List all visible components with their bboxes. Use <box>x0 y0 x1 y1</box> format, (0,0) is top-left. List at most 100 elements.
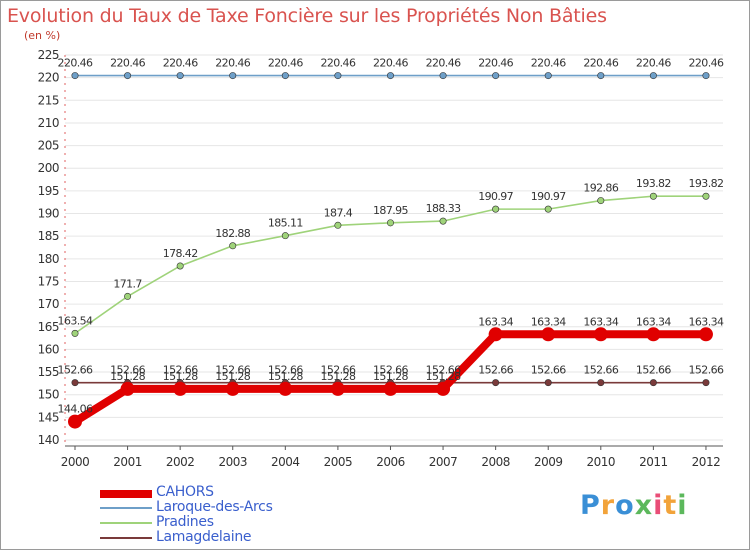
data-label-pradines-2012: 193.82 <box>689 177 724 190</box>
x-tick-label-2004: 2004 <box>271 455 300 469</box>
point-lamagdelaine-2008 <box>492 379 500 387</box>
y-tick-label-145: 145 <box>38 410 59 424</box>
data-label-cahors-2000: 144.06 <box>58 403 93 416</box>
x-tick-label-2009: 2009 <box>534 455 563 469</box>
data-label-lamagdelaine-2005: 152.66 <box>320 364 355 377</box>
data-label-pradines-2000: 163.54 <box>58 314 93 327</box>
data-label-laroque-des-arcs-2010: 220.46 <box>583 57 618 70</box>
point-laroque-des-arcs-2007 <box>439 72 447 80</box>
x-tick-label-2011: 2011 <box>639 455 668 469</box>
point-pradines-2000 <box>71 329 79 337</box>
data-label-lamagdelaine-2007: 152.66 <box>426 364 461 377</box>
legend-label-pradines: Pradines <box>156 514 214 530</box>
y-tick-label-220: 220 <box>38 71 59 85</box>
data-label-lamagdelaine-2003: 152.66 <box>215 364 250 377</box>
point-cahors-2000 <box>68 414 82 429</box>
legend-swatch-lamagdelaine <box>100 537 152 539</box>
point-laroque-des-arcs-2002 <box>176 72 184 80</box>
data-label-lamagdelaine-2004: 152.66 <box>268 364 303 377</box>
data-label-pradines-2001: 171.7 <box>113 277 142 290</box>
logo-letter: r <box>600 490 616 521</box>
point-cahors-2006 <box>383 381 398 396</box>
data-label-cahors-2003: 151.28 <box>215 370 250 383</box>
y-axis-unit: (en %) <box>24 29 61 42</box>
x-tick-label-2002: 2002 <box>166 455 195 469</box>
point-laroque-des-arcs-2008 <box>492 72 500 80</box>
data-label-cahors-2008: 163.34 <box>478 315 513 328</box>
point-cahors-2009 <box>541 327 556 342</box>
data-label-pradines-2004: 185.11 <box>268 217 303 230</box>
logo-letter: i <box>653 490 664 521</box>
point-pradines-2004 <box>281 232 289 240</box>
point-laroque-des-arcs-2010 <box>597 72 605 80</box>
y-tick-label-215: 215 <box>38 93 59 107</box>
point-cahors-2004 <box>278 381 293 396</box>
point-cahors-2001 <box>120 381 135 396</box>
logo-letter: t <box>663 490 678 521</box>
point-lamagdelaine-2000 <box>71 379 79 387</box>
data-label-laroque-des-arcs-2005: 220.46 <box>320 57 355 70</box>
data-label-pradines-2009: 190.97 <box>531 190 566 203</box>
data-label-laroque-des-arcs-2007: 220.46 <box>426 57 461 70</box>
data-label-lamagdelaine-2008: 152.66 <box>478 364 513 377</box>
point-cahors-2003 <box>225 381 240 396</box>
data-label-cahors-2001: 151.28 <box>110 370 145 383</box>
x-tick-label-2005: 2005 <box>324 455 353 469</box>
data-label-laroque-des-arcs-2002: 220.46 <box>163 57 198 70</box>
data-label-pradines-2007: 188.33 <box>426 202 461 215</box>
data-label-cahors-2010: 163.34 <box>583 315 618 328</box>
point-laroque-des-arcs-2009 <box>544 72 552 80</box>
x-tick-label-2006: 2006 <box>376 455 405 469</box>
point-pradines-2002 <box>176 262 184 270</box>
point-laroque-des-arcs-2004 <box>281 72 289 80</box>
point-pradines-2007 <box>439 217 447 225</box>
data-label-laroque-des-arcs-2009: 220.46 <box>531 57 566 70</box>
point-pradines-2001 <box>124 292 132 300</box>
x-tick-label-2001: 2001 <box>113 455 142 469</box>
data-label-laroque-des-arcs-2001: 220.46 <box>110 57 145 70</box>
data-label-pradines-2005: 187.4 <box>324 206 353 219</box>
data-label-pradines-2006: 187.95 <box>373 204 408 217</box>
y-tick-label-195: 195 <box>38 184 59 198</box>
point-lamagdelaine-2010 <box>597 379 605 387</box>
data-label-lamagdelaine-2001: 152.66 <box>110 364 145 377</box>
point-laroque-des-arcs-2006 <box>386 72 394 80</box>
y-tick-label-185: 185 <box>38 229 59 243</box>
data-label-pradines-2008: 190.97 <box>478 190 513 203</box>
data-label-lamagdelaine-2010: 152.66 <box>583 364 618 377</box>
data-label-cahors-2005: 151.28 <box>320 370 355 383</box>
data-label-pradines-2011: 193.82 <box>636 177 671 190</box>
y-tick-label-175: 175 <box>38 274 59 288</box>
point-laroque-des-arcs-2001 <box>124 72 132 80</box>
data-label-cahors-2011: 163.34 <box>636 315 671 328</box>
y-tick-label-140: 140 <box>38 433 59 447</box>
data-label-laroque-des-arcs-2003: 220.46 <box>215 57 250 70</box>
point-cahors-2008 <box>488 327 503 342</box>
point-pradines-2010 <box>597 197 605 205</box>
point-pradines-2006 <box>386 219 394 227</box>
legend-swatch-cahors <box>100 490 152 498</box>
chart-title: Evolution du Taux de Taxe Foncière sur l… <box>7 5 607 27</box>
point-pradines-2003 <box>229 242 237 250</box>
data-label-pradines-2002: 178.42 <box>163 247 198 260</box>
y-tick-label-190: 190 <box>38 207 59 221</box>
point-cahors-2011 <box>646 327 661 342</box>
data-label-laroque-des-arcs-2006: 220.46 <box>373 57 408 70</box>
data-label-laroque-des-arcs-2012: 220.46 <box>689 57 724 70</box>
x-tick-label-2007: 2007 <box>429 455 458 469</box>
legend-swatch-laroque-des-arcs <box>100 507 152 509</box>
proxiti-logo: Proxiti <box>580 490 688 521</box>
legend-swatch-pradines <box>100 522 152 524</box>
point-pradines-2009 <box>544 205 552 213</box>
point-pradines-2008 <box>492 205 500 213</box>
legend-label-lamagdelaine: Lamagdelaine <box>156 529 252 545</box>
point-laroque-des-arcs-2011 <box>649 72 657 80</box>
data-label-cahors-2004: 151.28 <box>268 370 303 383</box>
y-tick-label-160: 160 <box>38 342 59 356</box>
y-tick-label-170: 170 <box>38 297 59 311</box>
data-label-lamagdelaine-2002: 152.66 <box>163 364 198 377</box>
data-label-cahors-2002: 151.28 <box>163 370 198 383</box>
data-label-lamagdelaine-2009: 152.66 <box>531 364 566 377</box>
point-lamagdelaine-2011 <box>649 379 657 387</box>
data-label-pradines-2003: 182.88 <box>215 227 250 240</box>
